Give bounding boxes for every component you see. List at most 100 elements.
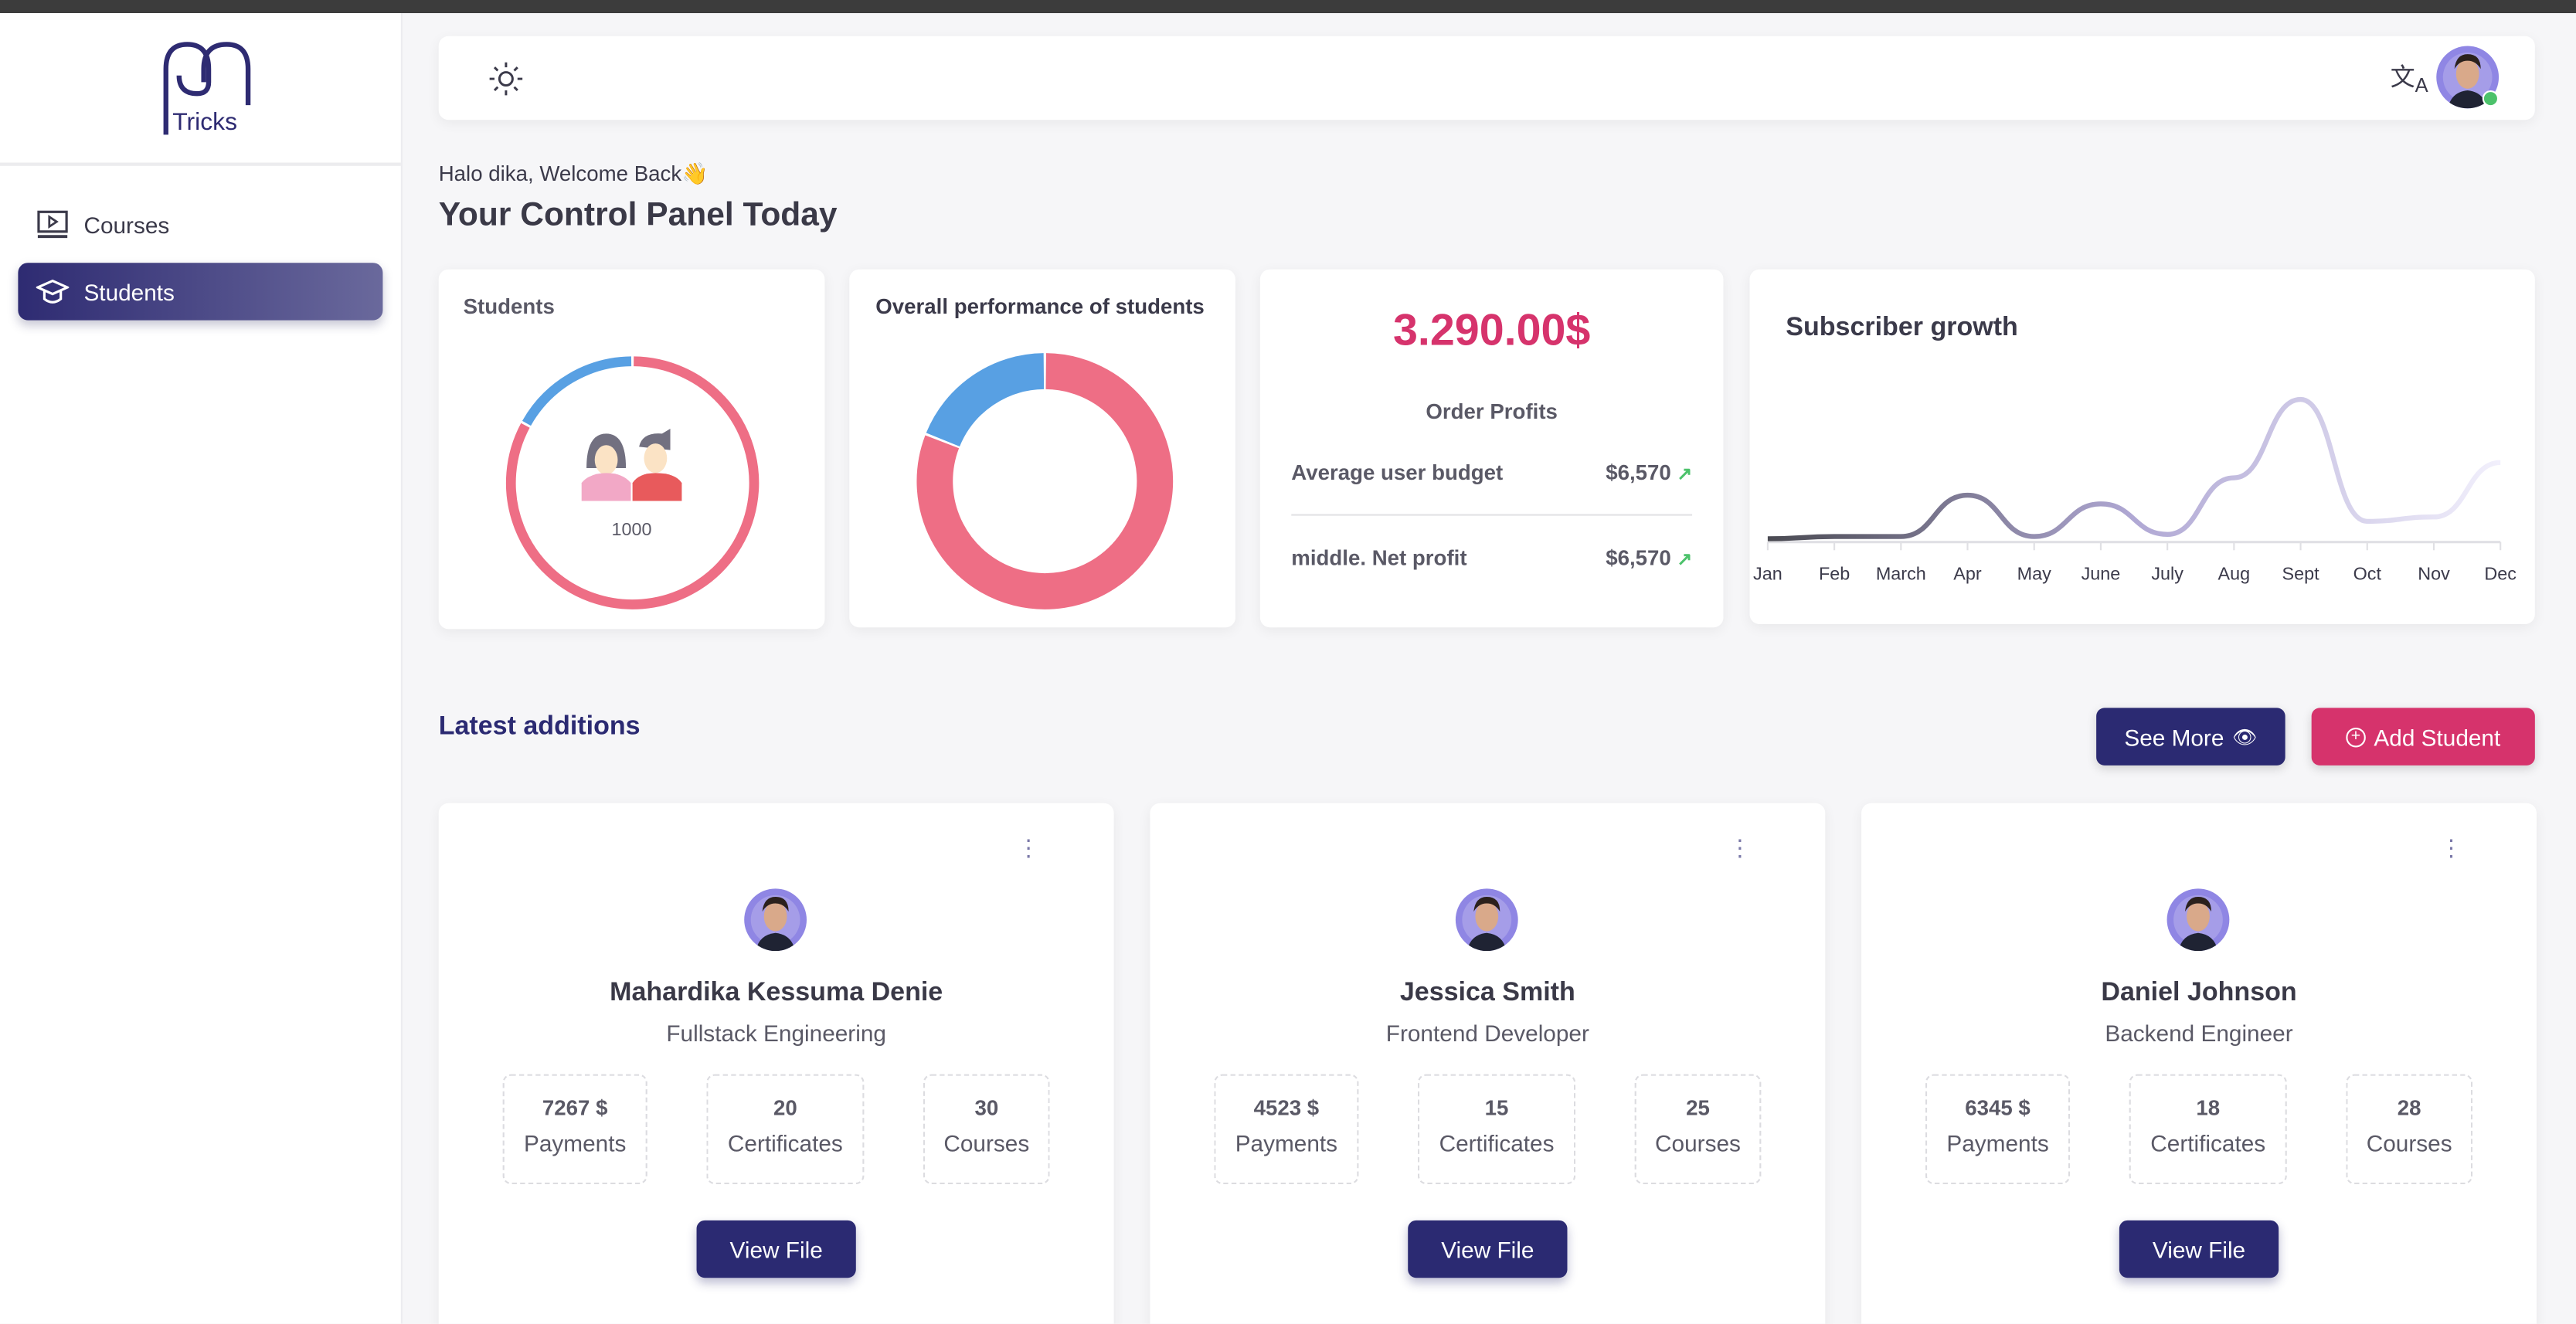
payments-stat: 6345 $ Payments <box>1925 1074 2071 1185</box>
view-file-button[interactable]: View File <box>696 1220 856 1278</box>
profit-row: middle. Net profit $6,570 ↗ <box>1291 545 1692 570</box>
button-label: Add Student <box>2374 723 2501 750</box>
payments-stat: 7267 $ Payments <box>502 1074 647 1185</box>
add-student-button[interactable]: + Add Student <box>2311 708 2535 766</box>
sidebar-item-label: Students <box>83 278 175 305</box>
certificates-stat: 15 Certificates <box>1417 1074 1576 1185</box>
x-tick-label: Aug <box>2218 564 2251 584</box>
student-card: ⋮ Jessica Smith Frontend Developer 4523 … <box>1150 803 1826 1324</box>
view-file-button[interactable]: View File <box>1408 1220 1568 1278</box>
logo: Tricks <box>163 42 251 135</box>
person-photo-icon <box>1462 895 1512 952</box>
see-more-button[interactable]: See More 👁 <box>2096 708 2285 766</box>
x-tick-label: Oct <box>2353 564 2382 584</box>
certificates-stat: 18 Certificates <box>2129 1074 2287 1185</box>
stat-label: Payments <box>524 1129 627 1156</box>
x-tick-label: March <box>1876 564 1926 584</box>
students-card: Students 1000 <box>438 269 825 630</box>
students-count: 1000 <box>611 521 652 541</box>
sidebar-item-students[interactable]: Students <box>18 263 383 321</box>
courses-stat: 30 Courses <box>923 1074 1050 1185</box>
payments-stat: 4523 $ Payments <box>1214 1074 1359 1185</box>
online-status-dot <box>2482 90 2500 107</box>
row-label: Average user budget <box>1291 460 1504 485</box>
more-options-icon[interactable]: ⋮ <box>1728 834 1752 861</box>
courses-stat: 25 Courses <box>1634 1074 1762 1185</box>
student-role: Backend Engineer <box>2105 1020 2293 1047</box>
button-label: View File <box>2152 1236 2246 1263</box>
row-divider <box>1291 514 1693 516</box>
stat-value: 15 <box>1484 1095 1509 1121</box>
person-photo-icon <box>2173 895 2223 952</box>
x-tick-label: Dec <box>2484 564 2517 584</box>
courses-stat: 28 Courses <box>2346 1074 2473 1185</box>
button-label: View File <box>1441 1236 1534 1263</box>
stat-label: Certificates <box>727 1129 843 1156</box>
graduation-cap-icon <box>36 278 70 303</box>
student-name: Jessica Smith <box>1399 979 1575 1007</box>
user-avatar[interactable] <box>2436 46 2500 109</box>
view-file-button[interactable]: View File <box>2119 1220 2279 1278</box>
sidebar: Tricks Courses Students <box>0 13 403 1324</box>
stat-value: 4523 $ <box>1253 1095 1320 1121</box>
student-card: ⋮ Mahardika Kessuma Denie Fullstack Engi… <box>438 803 1114 1324</box>
stat-label: Payments <box>1235 1129 1338 1156</box>
student-role: Fullstack Engineering <box>666 1020 886 1047</box>
person-photo-icon <box>750 895 800 952</box>
subscriber-line-chart: Jan Feb March Apr May June July Aug Sept Oct Nov De… <box>1753 396 2517 584</box>
card-title: Overall performance of students <box>875 294 1205 319</box>
stat-value: 20 <box>773 1095 797 1121</box>
donut-slice-1 <box>926 353 1045 447</box>
top-header: 文A <box>438 36 2535 121</box>
more-options-icon[interactable]: ⋮ <box>1017 834 1040 861</box>
x-tick-label: July <box>2151 564 2183 584</box>
profit-label: Order Profits <box>1426 399 1558 424</box>
plus-circle-icon: + <box>2346 726 2366 747</box>
svg-text:Tricks: Tricks <box>172 107 237 135</box>
series-line <box>1767 396 2501 541</box>
student-card: ⋮ Daniel Johnson Backend Engineer 6345 $… <box>1861 803 2537 1324</box>
video-lesson-icon <box>37 209 68 238</box>
stat-label: Courses <box>2366 1129 2452 1156</box>
performance-donut-chart <box>916 353 1174 609</box>
sidebar-divider <box>0 162 401 166</box>
student-avatar <box>744 888 807 952</box>
student-avatar <box>1455 888 1518 952</box>
stat-value: 18 <box>2196 1095 2221 1121</box>
student-name: Mahardika Kessuma Denie <box>610 979 943 1007</box>
stat-label: Courses <box>1655 1129 1741 1156</box>
stat-value: 30 <box>974 1095 999 1121</box>
x-tick-label: June <box>2082 564 2121 584</box>
stat-value: 28 <box>2397 1095 2421 1121</box>
stat-label: Certificates <box>1439 1129 1555 1156</box>
card-title: Students <box>463 294 555 319</box>
stat-value: 25 <box>1686 1095 1710 1121</box>
stat-value: 6345 $ <box>1965 1095 2031 1121</box>
page-title: Your Control Panel Today <box>438 197 838 233</box>
sun-icon[interactable] <box>488 61 525 97</box>
students-donut-chart <box>505 356 760 609</box>
sidebar-item-courses[interactable]: Courses <box>18 195 382 253</box>
row-value: $6,570 <box>1606 460 1671 485</box>
stat-value: 7267 $ <box>542 1095 608 1121</box>
greeting: Halo dika, Welcome Back👋 <box>438 161 709 186</box>
donut-slice-1 <box>522 356 632 426</box>
latest-additions-title: Latest additions <box>438 712 641 741</box>
window-top-bar <box>0 0 2576 14</box>
translate-icon[interactable]: 文A <box>2390 63 2428 97</box>
stat-label: Payments <box>1946 1129 2049 1156</box>
certificates-stat: 20 Certificates <box>706 1074 865 1185</box>
students-illustration-icon <box>581 428 682 501</box>
sidebar-item-label: Courses <box>83 211 170 238</box>
profit-row: Average user budget $6,570 ↗ <box>1291 460 1692 484</box>
student-role: Frontend Developer <box>1385 1020 1589 1047</box>
profit-amount: 3.290.00$ <box>1392 305 1591 355</box>
button-label: See More <box>2124 723 2224 750</box>
x-tick-label: Jan <box>1753 564 1782 584</box>
donut-slice-0 <box>505 356 760 609</box>
x-tick-label: Feb <box>1819 564 1850 584</box>
donut-slice-0 <box>916 353 1174 609</box>
stat-label: Courses <box>943 1129 1030 1156</box>
more-options-icon[interactable]: ⋮ <box>2439 834 2463 861</box>
x-tick-label: May <box>2017 564 2051 584</box>
